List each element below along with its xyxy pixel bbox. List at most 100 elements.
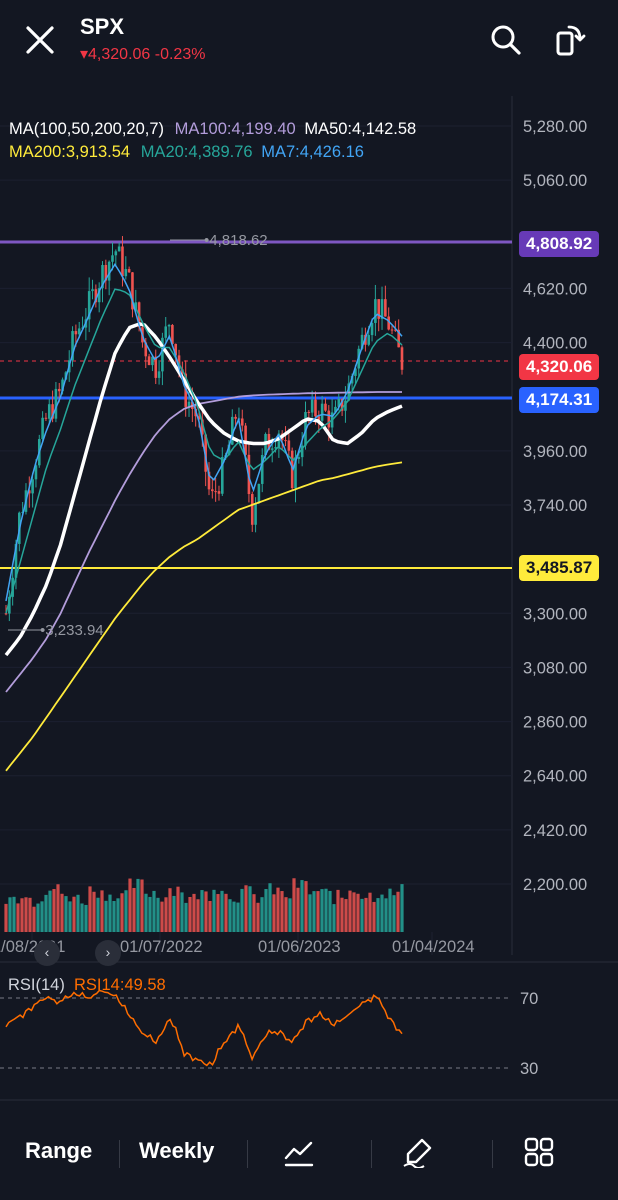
range-button[interactable]: Range xyxy=(25,1138,93,1163)
volume-bar xyxy=(120,893,124,932)
volume-bar xyxy=(336,889,340,932)
volume-bar xyxy=(132,887,136,932)
drawing-button[interactable] xyxy=(402,1136,434,1169)
volume-bar xyxy=(36,903,40,932)
rsi-tick-label: 70 xyxy=(520,990,538,1008)
ma-legend-row-2: MA200:3,913.54 MA20:4,389.76 MA7:4,426.1… xyxy=(9,143,364,162)
candle-body xyxy=(111,255,114,262)
candle-body xyxy=(244,425,247,455)
volume-bar xyxy=(364,897,368,932)
candle-body xyxy=(91,289,94,292)
volume-bar xyxy=(320,889,324,932)
volume-bar xyxy=(176,886,180,932)
volume-bar xyxy=(288,898,292,932)
candle-body xyxy=(51,404,54,419)
volume-bar xyxy=(156,897,160,932)
candle-body xyxy=(34,465,38,480)
volume-bar xyxy=(164,897,168,932)
candle-body xyxy=(250,494,254,525)
price-change: ▾4,320.06 -0.23% xyxy=(80,44,205,64)
volume-bar xyxy=(40,901,44,932)
rsi-tick-label: 30 xyxy=(520,1060,538,1078)
candle-body xyxy=(71,331,74,361)
volume-bar xyxy=(56,884,60,932)
rotate-screen-button[interactable] xyxy=(552,22,588,58)
drawing-icon xyxy=(403,1138,432,1169)
x-tick-label: 01/06/2023 xyxy=(258,938,341,956)
candle-body xyxy=(254,503,257,525)
volume-bar xyxy=(100,890,104,932)
top-bar: SPX ▾4,320.06 -0.23% xyxy=(0,0,618,84)
ma100-line xyxy=(5,391,402,693)
volume-bar xyxy=(28,897,32,932)
candle-body xyxy=(307,411,311,413)
candle-body xyxy=(171,325,174,344)
scroll-right-button[interactable]: › xyxy=(95,940,121,966)
candle-body xyxy=(234,416,237,419)
rsi-label: RSI(14) xyxy=(8,976,65,994)
candle-body xyxy=(204,434,207,472)
candle-body xyxy=(314,399,317,417)
volume-bar xyxy=(384,898,388,932)
rotate-screen-icon xyxy=(556,25,586,56)
candle-body xyxy=(57,388,61,392)
y-tick-label: 4,400.00 xyxy=(523,335,587,353)
volume-bar xyxy=(8,897,12,932)
volume-bar xyxy=(272,894,276,932)
ma20-line xyxy=(5,288,403,614)
volume-bar xyxy=(380,894,384,932)
indicators-button[interactable] xyxy=(283,1136,315,1168)
candle-body xyxy=(384,299,387,317)
close-button[interactable] xyxy=(22,22,58,58)
candle-body xyxy=(121,246,124,277)
volume-bar xyxy=(228,899,232,932)
volume-bar xyxy=(64,896,68,932)
layout-grid-icon xyxy=(524,1137,554,1167)
candle-body xyxy=(337,398,341,407)
candle-body xyxy=(334,406,337,413)
ma100-value: MA100:4,199.40 xyxy=(174,120,296,138)
quote-text: 4,320.06 -0.23% xyxy=(88,46,206,63)
volume-bar xyxy=(152,890,156,932)
layout-button[interactable] xyxy=(523,1136,555,1168)
toolbar-divider xyxy=(371,1140,372,1168)
volume-bar xyxy=(300,880,304,932)
candle-body xyxy=(317,416,321,421)
candle-body xyxy=(124,269,128,277)
volume-bar xyxy=(308,894,312,932)
ma-legend-row-1: MA(100,50,200,20,7) MA100:4,199.40 MA50:… xyxy=(9,120,416,139)
close-icon xyxy=(26,26,54,54)
ma50-value: MA50:4,142.58 xyxy=(304,120,417,138)
volume-bar xyxy=(104,900,108,932)
price-chart[interactable]: 5,280.00 5,060.00 4,620.00 4,400.00 3,960.00… xyxy=(0,84,618,1104)
candle-body xyxy=(41,417,44,440)
scroll-left-button[interactable]: ‹ xyxy=(34,940,60,966)
candle-body xyxy=(74,331,78,335)
search-button[interactable] xyxy=(488,22,524,58)
volume-bar xyxy=(76,894,80,932)
candle-body xyxy=(270,448,274,450)
candle-body xyxy=(201,419,204,435)
candle-body xyxy=(397,329,400,348)
symbol-title: SPX xyxy=(80,14,125,39)
min-price-label: •3,233.94 xyxy=(40,622,104,639)
volume-bar xyxy=(260,897,264,932)
candle-body xyxy=(377,299,381,319)
candle-body xyxy=(327,410,331,428)
volume-bar xyxy=(32,906,36,932)
x-tick-label: 01/04/2024 xyxy=(392,938,475,956)
candle-body xyxy=(320,403,324,421)
y-tick-label: 5,280.00 xyxy=(523,118,587,136)
volume-bar xyxy=(4,903,8,932)
volume-bar xyxy=(88,886,92,932)
volume-bar xyxy=(204,891,208,932)
candle-body xyxy=(197,416,201,420)
x-tick-label: 01/07/2022 xyxy=(120,938,203,956)
candle-body xyxy=(101,265,104,289)
chart-area[interactable]: 5,280.00 5,060.00 4,620.00 4,400.00 3,960.00… xyxy=(0,84,618,1104)
toolbar-divider xyxy=(247,1140,248,1168)
volume-bar xyxy=(24,897,28,932)
candle-body xyxy=(390,329,394,331)
interval-button[interactable]: Weekly xyxy=(139,1138,215,1163)
volume-bar xyxy=(220,890,224,932)
